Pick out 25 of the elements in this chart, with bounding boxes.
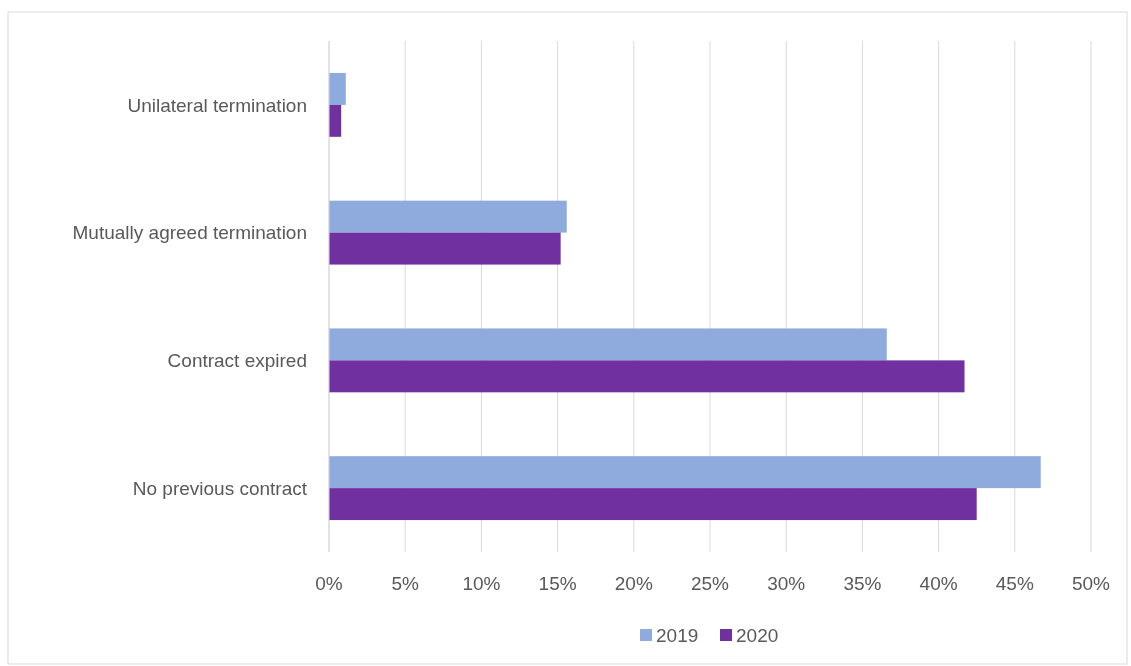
legend-label: 2020: [736, 624, 779, 646]
x-tick-label: 5%: [391, 573, 420, 594]
bar: [329, 232, 561, 265]
x-tick-label: 25%: [690, 573, 730, 594]
bar: [329, 360, 965, 393]
y-tick-label: Contract expired: [167, 350, 307, 372]
bar: [329, 72, 346, 105]
x-tick-label: 15%: [538, 573, 577, 594]
x-tick-label: 45%: [995, 573, 1034, 594]
x-tick-label: 40%: [919, 573, 958, 594]
x-tick-label: 50%: [1071, 573, 1111, 594]
x-tick-label: 0%: [315, 573, 343, 594]
x-tick-label: 35%: [843, 573, 882, 594]
y-tick-label: Mutually agreed termination: [72, 222, 307, 244]
bar: [329, 104, 342, 137]
y-tick-label: No previous contract: [132, 477, 308, 499]
bar: [329, 200, 567, 233]
x-tick-label: 10%: [462, 573, 501, 594]
bar: [329, 456, 1041, 489]
x-tick-label: 30%: [767, 573, 806, 594]
x-tick-label: 20%: [614, 573, 653, 594]
y-tick-label: Unilateral termination: [127, 94, 307, 116]
bar: [329, 488, 977, 521]
bar: [329, 328, 887, 361]
legend-label: 2019: [656, 624, 699, 646]
